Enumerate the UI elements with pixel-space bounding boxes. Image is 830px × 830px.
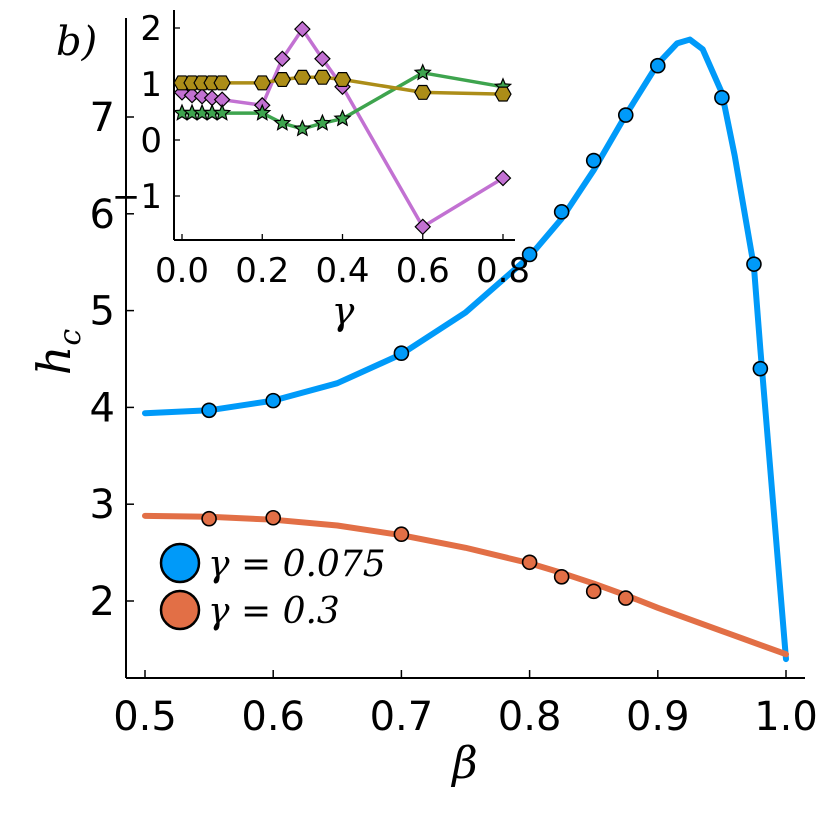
series-point-1 (585, 583, 602, 600)
inset-hexagon-marker (213, 75, 231, 91)
series-point-1 (265, 509, 282, 526)
main-axes: 0.5 0.6 0.7 0.8 0.9 1.0 2 3 4 5 6 7 (90, 18, 818, 740)
inset-star-marker (413, 63, 432, 81)
series-line-1 (142, 512, 789, 658)
inset-y-tick-label: 0 (140, 121, 162, 161)
inset-y-tick-label: −1 (112, 177, 162, 217)
y-tick-label: 7 (90, 95, 115, 141)
inset-hexagon-marker (293, 69, 312, 85)
inset-background (175, 10, 525, 242)
inset-star-marker (313, 113, 332, 131)
legend-label: γ = 0.3 (208, 591, 340, 632)
series-point-0 (752, 360, 769, 377)
series-point-0 (201, 402, 217, 419)
inset-diamond-marker (183, 86, 201, 104)
x-tick-label: 0.9 (626, 694, 690, 740)
legend-label: γ = 0.075 (208, 544, 386, 585)
inset-diamond-marker (273, 50, 291, 68)
inset-hexagon-marker (333, 71, 352, 88)
series-point-1 (201, 510, 217, 527)
panel-label: b) (56, 19, 97, 65)
x-tick-label: 0.5 (113, 694, 177, 740)
inset-x-tick-label: 0.4 (315, 251, 369, 291)
inset-axes: 0.0 0.2 0.4 0.6 0.8 2 1 0 −1 (112, 9, 530, 291)
y-tick-label: 4 (90, 385, 115, 431)
series-point-0 (393, 345, 410, 361)
inset-star-marker (253, 103, 272, 121)
inset-star-marker (293, 119, 312, 137)
x-axis-label: β (450, 738, 477, 789)
inset-chart: 0.0 0.2 0.4 0.6 0.8 2 1 0 −1 γ (112, 9, 530, 333)
inset-diamond-marker (294, 20, 311, 38)
series-point-0 (553, 204, 570, 220)
x-tick-label: 0.7 (370, 694, 434, 740)
legend-marker (159, 542, 201, 584)
series-point-0 (617, 107, 634, 123)
series-point-0 (746, 256, 762, 272)
series-point-0 (649, 57, 666, 74)
y-axis-label: hc (27, 329, 88, 376)
series-point-1 (617, 590, 634, 606)
inset-star-marker (213, 103, 232, 121)
inset-y-tick-label: 1 (140, 65, 162, 105)
inset-hexagon-marker (494, 86, 512, 102)
inset-diamond-marker (494, 169, 512, 187)
inset-star-marker (273, 113, 292, 131)
legend-marker (159, 589, 201, 631)
series-point-0 (265, 392, 282, 409)
series-point-0 (714, 89, 730, 106)
series-line-0 (142, 36, 789, 663)
inset-x-tick-label: 0.8 (476, 251, 530, 291)
inset-series (172, 20, 513, 236)
inset-diamond-marker (314, 50, 331, 68)
inset-hexagon-marker (313, 69, 332, 85)
inset-diamond-marker (414, 218, 432, 236)
series-point-1 (553, 568, 570, 585)
x-tick-label: 1.0 (754, 694, 818, 740)
y-axis-label-sub: c (53, 329, 88, 346)
main-axis-labels: β hc b) (27, 19, 478, 789)
inset-hexagon-marker (414, 84, 432, 100)
main-legend: γ = 0.075 γ = 0.3 (159, 542, 386, 632)
series-point-1 (521, 554, 538, 571)
series-point-0 (521, 246, 538, 263)
series-point-1 (393, 526, 410, 543)
inset-x-axis-label: γ (332, 289, 355, 333)
inset-x-tick-label: 0.2 (235, 251, 289, 291)
series-point-0 (585, 152, 602, 169)
y-axis-label-base: h (27, 346, 81, 376)
inset-y-tick-label: 2 (140, 9, 162, 49)
inset-x-tick-label: 0.6 (396, 251, 450, 291)
inset-hexagon-marker (273, 71, 292, 88)
x-tick-label: 0.6 (241, 694, 305, 740)
y-tick-label: 5 (90, 289, 115, 335)
inset-hexagon-marker (253, 75, 271, 91)
y-tick-label: 3 (90, 482, 115, 528)
x-tick-label: 0.8 (498, 694, 562, 740)
inset-star-marker (333, 109, 352, 127)
y-tick-label: 2 (90, 579, 115, 625)
y-tick-label: 6 (90, 192, 115, 238)
inset-x-tick-label: 0.0 (155, 251, 209, 291)
main-series (142, 36, 789, 663)
